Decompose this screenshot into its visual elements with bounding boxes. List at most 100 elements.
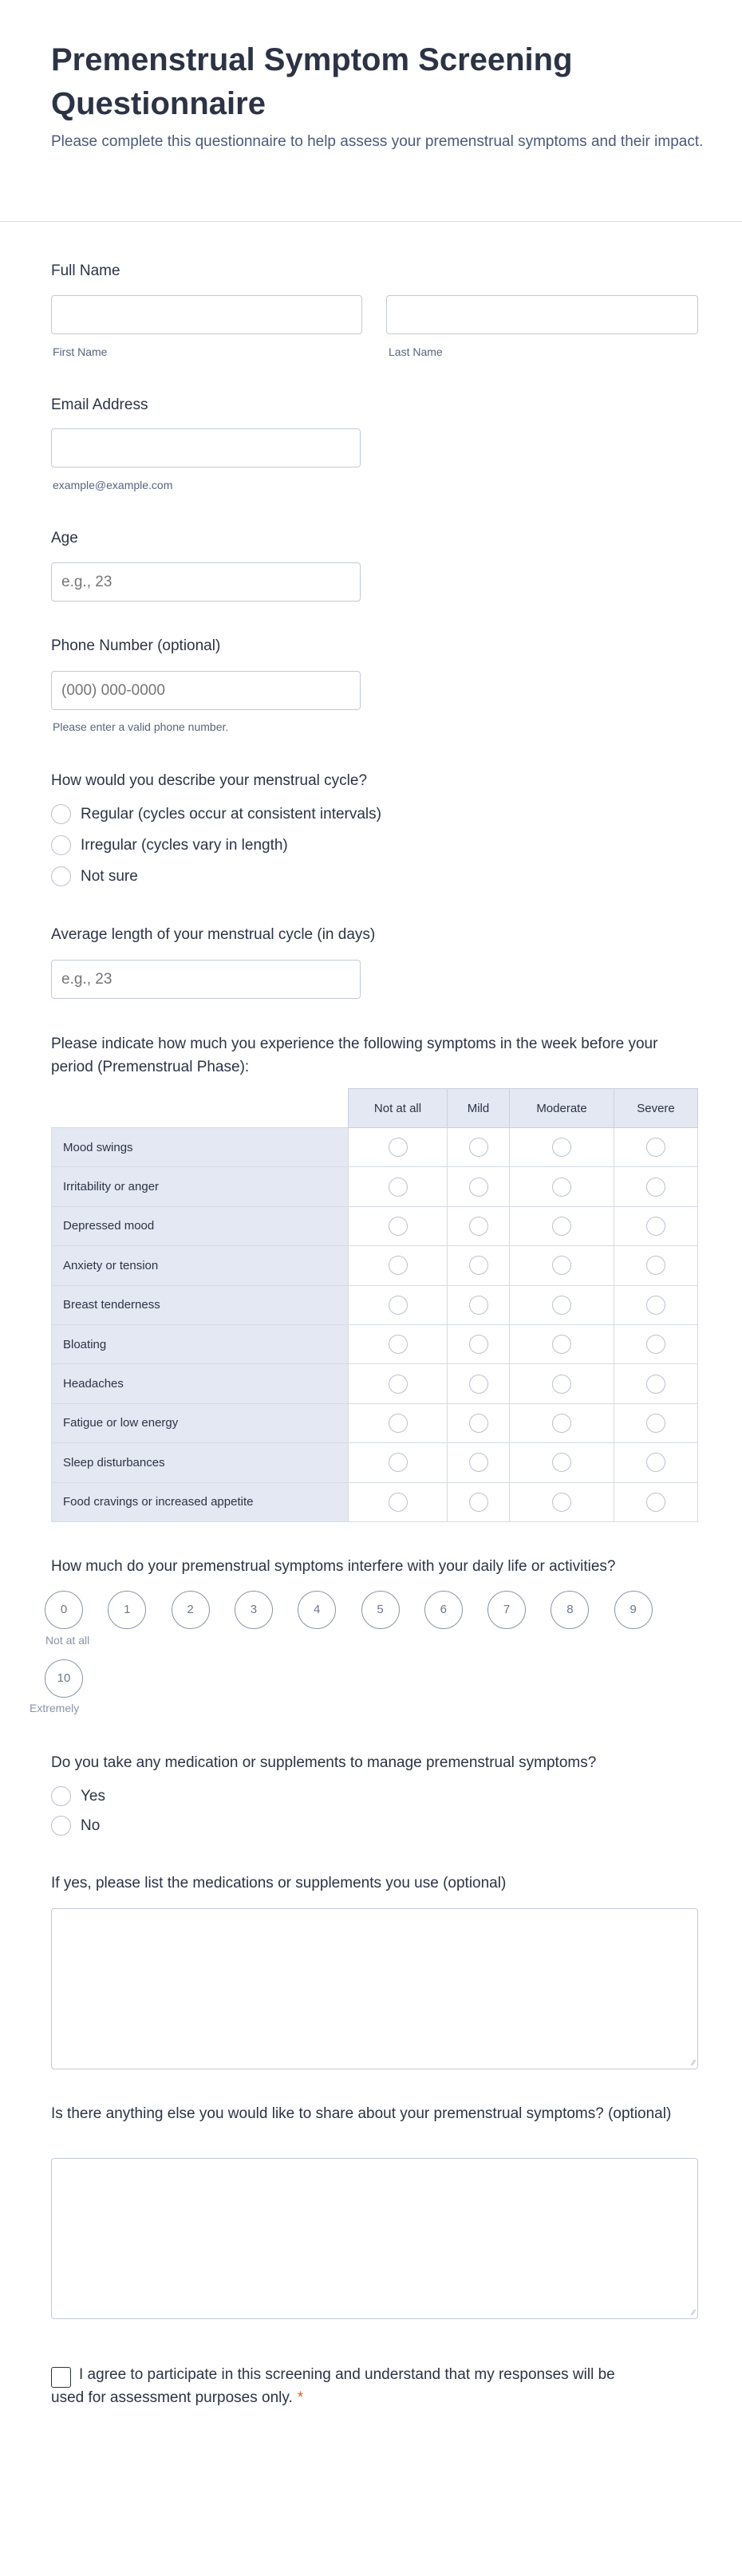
medication-radio-no[interactable] — [51, 1816, 71, 1836]
scale-option-9[interactable]: 9 — [614, 1591, 653, 1629]
matrix-row-label: Headaches — [51, 1363, 349, 1404]
cycle-option-label[interactable]: Irregular (cycles vary in length) — [81, 837, 288, 854]
cycle-option-label[interactable]: Regular (cycles occur at consistent inte… — [81, 806, 381, 823]
matrix-cell — [447, 1166, 510, 1207]
matrix-radio[interactable] — [388, 1138, 408, 1158]
matrix-radio[interactable] — [388, 1335, 408, 1355]
matrix-cell — [509, 1205, 614, 1247]
matrix-radio[interactable] — [552, 1295, 571, 1315]
scale-option-10[interactable]: 10 — [45, 1659, 83, 1698]
other-textarea[interactable]: ⁄⁄ — [51, 2158, 698, 2319]
matrix-radio[interactable] — [646, 1216, 665, 1236]
age-input[interactable] — [51, 562, 361, 602]
cycle-radio-regular[interactable] — [51, 804, 71, 824]
matrix-cell — [509, 1166, 614, 1207]
required-asterisk: * — [297, 2389, 304, 2406]
matrix-radio[interactable] — [646, 1177, 665, 1197]
consent-checkbox[interactable] — [51, 2367, 71, 2388]
matrix-radio[interactable] — [646, 1453, 665, 1473]
matrix-cell — [447, 1284, 510, 1325]
phone-input[interactable] — [51, 671, 361, 710]
matrix-radio[interactable] — [646, 1413, 665, 1433]
matrix-radio[interactable] — [552, 1413, 571, 1433]
matrix-radio[interactable] — [468, 1374, 488, 1394]
cycle-option-label[interactable]: Not sure — [81, 868, 138, 885]
matrix-radio[interactable] — [552, 1335, 571, 1355]
matrix-row-label: Bloating — [51, 1324, 349, 1365]
matrix-radio[interactable] — [468, 1413, 488, 1433]
phone-label: Phone Number (optional) — [51, 637, 221, 654]
matrix-radio[interactable] — [552, 1374, 571, 1394]
matrix-radio[interactable] — [468, 1256, 488, 1276]
matrix-question: Please indicate how much you experience … — [51, 1036, 658, 1075]
phone-sublabel: Please enter a valid phone number. — [53, 720, 229, 733]
matrix-radio[interactable] — [388, 1256, 408, 1276]
consent-label[interactable]: I agree to participate in this screening… — [51, 2363, 626, 2409]
matrix-row-label: Sleep disturbances — [51, 1442, 349, 1483]
matrix-row: Mood swings — [51, 1126, 698, 1168]
medication-option-label[interactable]: No — [81, 1817, 101, 1834]
last-name-input[interactable] — [386, 295, 698, 334]
matrix-radio[interactable] — [388, 1295, 408, 1315]
matrix-radio[interactable] — [646, 1256, 665, 1276]
matrix-radio[interactable] — [388, 1413, 408, 1433]
matrix-cell — [447, 1442, 510, 1483]
matrix-radio[interactable] — [552, 1138, 571, 1158]
first-name-input[interactable] — [51, 295, 362, 334]
matrix-radio[interactable] — [388, 1374, 408, 1394]
matrix-radio[interactable] — [468, 1138, 488, 1158]
last-name-sublabel: Last Name — [389, 345, 443, 358]
matrix-radio[interactable] — [552, 1453, 571, 1473]
scale-option-1[interactable]: 1 — [108, 1591, 147, 1629]
resize-grip-icon[interactable]: ⁄⁄ — [692, 2309, 695, 2318]
matrix-row: Sleep disturbances — [51, 1442, 698, 1483]
matrix-cell — [614, 1363, 698, 1404]
cycle-radio-irregular[interactable] — [51, 835, 71, 855]
matrix-cell — [509, 1126, 614, 1168]
matrix-radio[interactable] — [646, 1374, 665, 1394]
email-label: Email Address — [51, 396, 148, 413]
matrix-cell — [614, 1481, 698, 1522]
matrix-cell — [447, 1481, 510, 1522]
matrix-col-header: Mild — [447, 1088, 510, 1128]
matrix-radio[interactable] — [468, 1492, 488, 1512]
matrix-radio[interactable] — [552, 1256, 571, 1276]
matrix-corner — [51, 1088, 349, 1128]
medication-list-textarea[interactable]: ⁄⁄ — [51, 1908, 698, 2069]
matrix-radio[interactable] — [646, 1335, 665, 1355]
cycle-length-input[interactable] — [51, 960, 361, 999]
matrix-radio[interactable] — [388, 1492, 408, 1512]
scale-option-4[interactable]: 4 — [298, 1591, 337, 1629]
email-input[interactable] — [51, 428, 361, 467]
matrix-row: Depressed mood — [51, 1205, 698, 1247]
matrix-radio[interactable] — [468, 1177, 488, 1197]
matrix-radio[interactable] — [468, 1335, 488, 1355]
matrix-radio[interactable] — [388, 1216, 408, 1236]
matrix-radio[interactable] — [552, 1216, 571, 1236]
matrix-radio[interactable] — [388, 1453, 408, 1473]
matrix-radio[interactable] — [646, 1295, 665, 1315]
scale-option-5[interactable]: 5 — [361, 1591, 400, 1629]
matrix-cell — [348, 1205, 448, 1247]
scale-option-3[interactable]: 3 — [234, 1591, 273, 1629]
matrix-cell — [614, 1324, 698, 1365]
matrix-radio[interactable] — [646, 1138, 665, 1158]
matrix-radio[interactable] — [388, 1177, 408, 1197]
matrix-radio[interactable] — [552, 1177, 571, 1197]
matrix-radio[interactable] — [468, 1295, 488, 1315]
matrix-radio[interactable] — [468, 1453, 488, 1473]
matrix-radio[interactable] — [646, 1492, 665, 1512]
matrix-row: Bloating — [51, 1324, 698, 1365]
scale-option-6[interactable]: 6 — [424, 1591, 463, 1629]
matrix-cell — [509, 1284, 614, 1325]
medication-option-label[interactable]: Yes — [81, 1788, 105, 1805]
cycle-radio-not-sure[interactable] — [51, 866, 71, 886]
scale-option-2[interactable]: 2 — [171, 1591, 210, 1629]
scale-option-7[interactable]: 7 — [487, 1591, 527, 1629]
medication-radio-yes[interactable] — [51, 1786, 71, 1806]
matrix-radio[interactable] — [552, 1492, 571, 1512]
scale-option-8[interactable]: 8 — [551, 1591, 590, 1629]
scale-option-0[interactable]: 0 — [45, 1591, 83, 1629]
resize-grip-icon[interactable]: ⁄⁄ — [692, 2059, 695, 2068]
matrix-radio[interactable] — [468, 1216, 488, 1236]
